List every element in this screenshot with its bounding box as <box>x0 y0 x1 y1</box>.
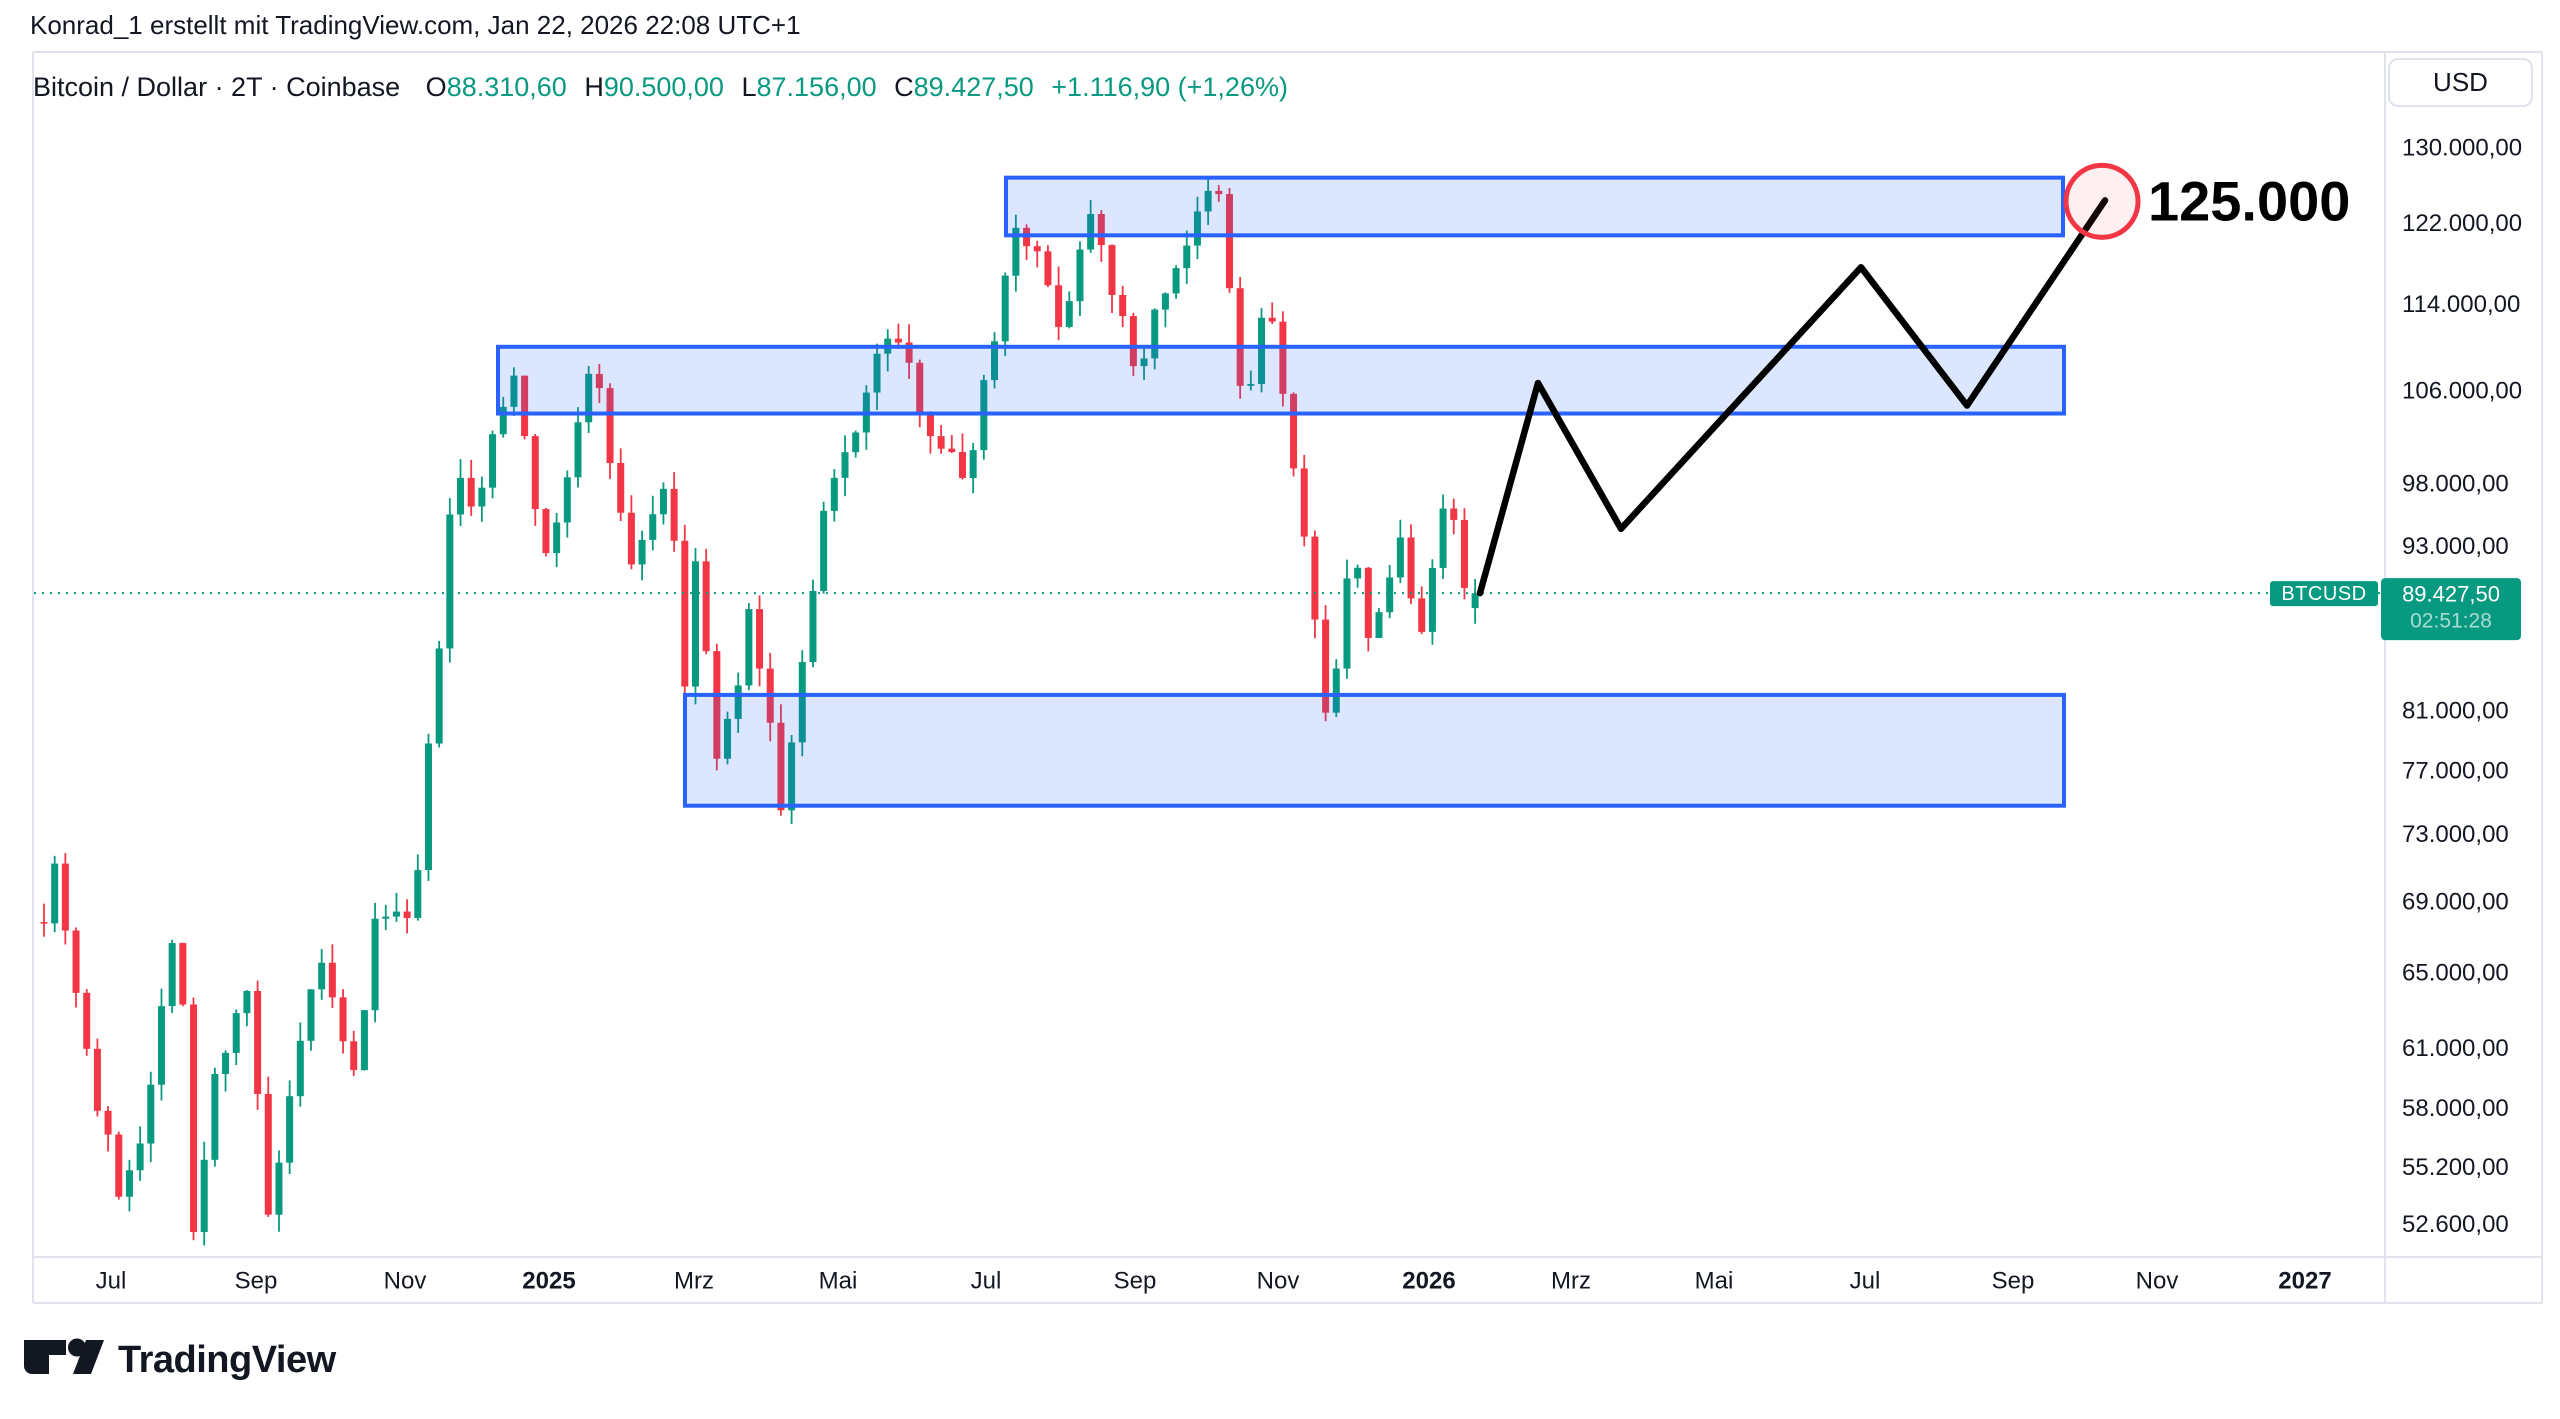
time-tick-label: Sep <box>235 1268 278 1295</box>
time-tick-label: Jul <box>971 1268 1002 1295</box>
symbol-tag-bg <box>2270 581 2378 607</box>
time-tick-label: Mrz <box>674 1268 714 1295</box>
price-tick-label: 73.000,00 <box>2402 821 2509 848</box>
price-tick-label: 122.000,00 <box>2402 210 2522 237</box>
price-tick-label: 93.000,00 <box>2402 533 2509 560</box>
price-tick-label: 58.000,00 <box>2402 1095 2509 1122</box>
price-tick-label: 114.000,00 <box>2402 291 2520 318</box>
ohlc-low-label: L <box>741 72 757 102</box>
price-tick-label: 98.000,00 <box>2402 471 2509 498</box>
price-tick-label: 65.000,00 <box>2402 959 2509 986</box>
time-tick-label: 2027 <box>2278 1268 2331 1295</box>
brand-name: TradingView <box>118 1339 337 1381</box>
time-tick-label: Sep <box>1992 1268 2035 1295</box>
price-tick-label: 55.200,00 <box>2402 1154 2509 1181</box>
price-tick-label: 52.600,00 <box>2402 1211 2509 1238</box>
ohlc-close-label: C <box>894 72 914 102</box>
time-tick-label: Jul <box>96 1268 127 1295</box>
time-tick-label: Nov <box>1257 1268 1300 1295</box>
price-tick-label: 77.000,00 <box>2402 758 2509 785</box>
time-tick-label: 2026 <box>1402 1268 1455 1295</box>
time-tick-label: Nov <box>384 1268 427 1295</box>
logo-mark-flag <box>24 1340 66 1374</box>
currency-toggle-button[interactable]: USD <box>2388 58 2533 107</box>
zone-resistance-upper[interactable] <box>1004 175 2065 238</box>
chart-frame <box>32 51 2543 1304</box>
price-tag-bg <box>2381 578 2521 641</box>
time-tick-label: Sep <box>1114 1268 1157 1295</box>
price-tick-label: 61.000,00 <box>2402 1035 2509 1062</box>
logo-mark-slash <box>73 1340 104 1374</box>
ohlc-low-value: 87.156,00 <box>756 72 877 102</box>
price-projection-zigzag[interactable] <box>1476 197 2109 597</box>
time-tick-label: Mai <box>1695 1268 1734 1295</box>
price-tag-value: 89.427,50 <box>2402 582 2500 607</box>
price-tick-label: 106.000,00 <box>2402 377 2522 404</box>
snapshot-title: Konrad_1 erstellt mit TradingView.com, J… <box>30 10 801 40</box>
time-tick-label: Nov <box>2136 1268 2179 1295</box>
symbol-title[interactable]: Bitcoin / Dollar · 2T · Coinbase <box>33 72 401 102</box>
zone-support-lower[interactable] <box>683 692 2066 808</box>
time-axis[interactable]: Jul Sep Nov 2025 Mrz Mai Jul Sep Nov 2026 Mrz Mai Ju… <box>96 1268 2332 1295</box>
currency-label: USD <box>2433 67 2488 97</box>
ohlc-high-label: H <box>584 72 604 102</box>
ohlc-open-value: 88.310,60 <box>446 72 567 102</box>
ohlc-close-value: 89.427,50 <box>913 72 1034 102</box>
change-value: +1.116,90 (+1,26%) <box>1051 72 1288 102</box>
candlestick-series <box>40 178 1479 1246</box>
price-tick-label: 81.000,00 <box>2402 697 2509 724</box>
symbol-legend: Bitcoin / Dollar · 2T · Coinbase O88.310… <box>33 72 1288 103</box>
ohlc-open-label: O <box>425 72 447 102</box>
tradingview-logo[interactable]: TradingView <box>24 1338 337 1382</box>
symbol-tag-label: BTCUSD <box>2281 583 2366 605</box>
time-tick-label: Mrz <box>1551 1268 1591 1295</box>
target-price-label[interactable]: 125.000 <box>2148 169 2350 232</box>
zone-resistance-mid[interactable] <box>496 344 2066 416</box>
ohlc-high-value: 90.500,00 <box>603 72 724 102</box>
price-axis[interactable]: 130.000,00 122.000,00 114.000,00 106.000,00… <box>2402 135 2522 1239</box>
price-tick-label: 69.000,00 <box>2402 888 2509 915</box>
time-tick-label: Jul <box>1850 1268 1881 1295</box>
target-circle[interactable] <box>2063 162 2141 240</box>
time-tick-label: Mai <box>819 1268 858 1295</box>
price-tick-label: 130.000,00 <box>2402 135 2522 162</box>
bar-countdown: 02:51:28 <box>2410 610 2492 633</box>
price-tag-group[interactable]: BTCUSD 89.427,50 02:51:28 <box>2270 578 2521 641</box>
time-tick-label: 2025 <box>522 1268 575 1295</box>
